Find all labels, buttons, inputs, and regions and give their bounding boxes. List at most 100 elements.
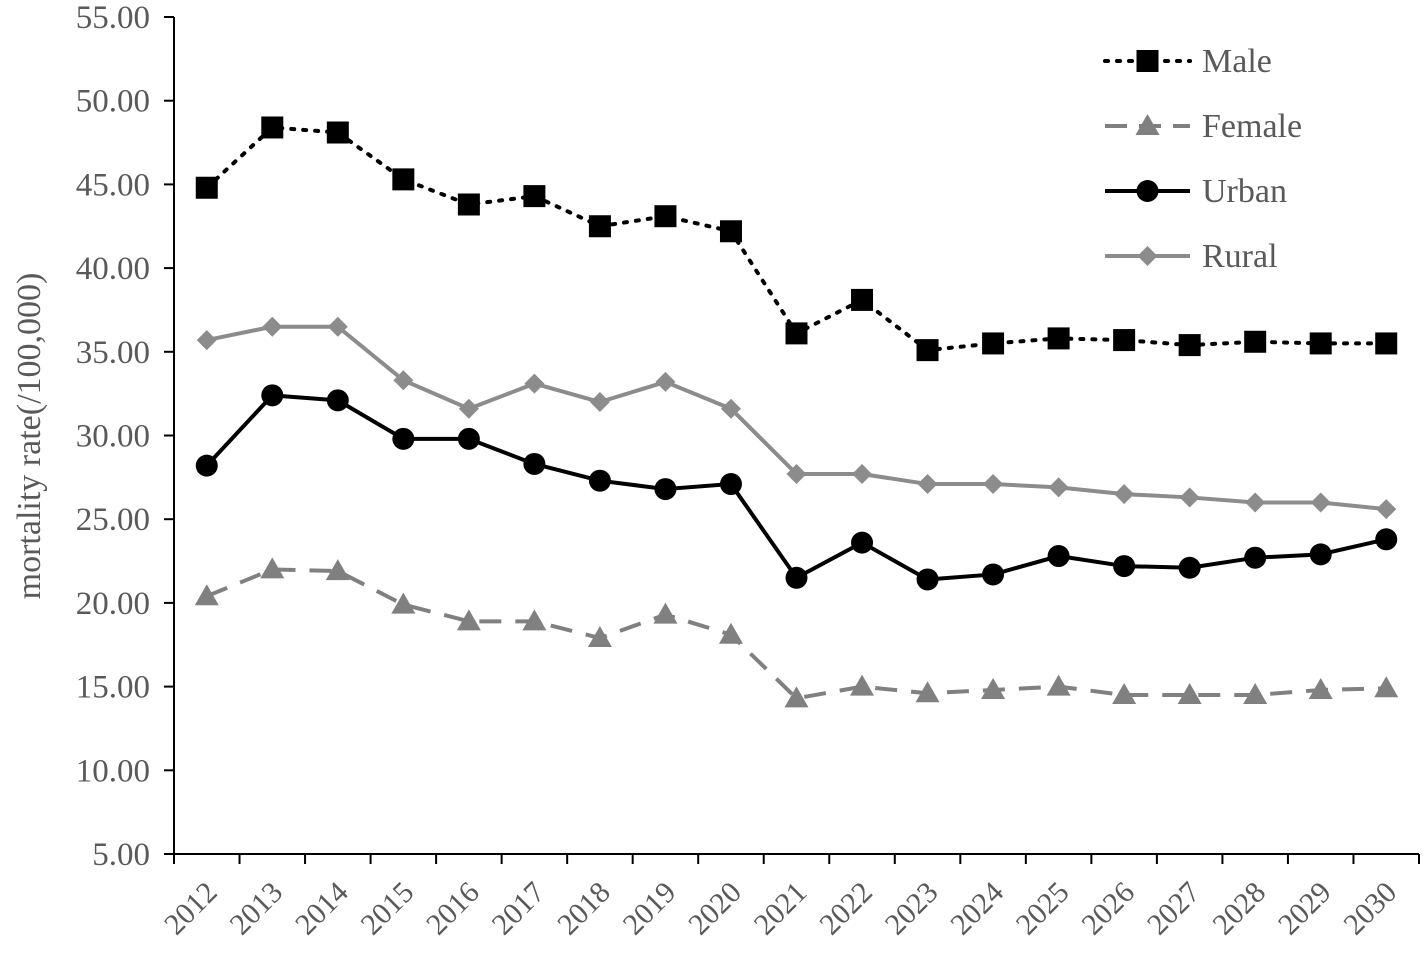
data-point-rural (1245, 492, 1266, 513)
data-point-female (915, 681, 940, 703)
data-point-urban (1047, 545, 1070, 568)
legend-label: Male (1202, 43, 1272, 80)
series-line-urban (205, 393, 1387, 582)
legend-marker (1136, 180, 1159, 202)
data-point-rural (262, 316, 283, 337)
y-tick-label: 5.00 (92, 837, 150, 873)
data-point-male (392, 168, 415, 191)
x-tick-label: 2016 (420, 876, 486, 942)
data-point-urban (719, 473, 742, 496)
data-point-female (1308, 677, 1333, 699)
data-point-rural (655, 371, 676, 392)
y-tick-label: 50.00 (76, 84, 150, 120)
y-tick-label: 30.00 (76, 419, 150, 455)
x-tick-label: 2029 (1272, 876, 1338, 942)
data-point-female (1177, 682, 1202, 704)
x-tick-label: 2027 (1141, 876, 1207, 942)
legend-item-female: Female (1105, 108, 1302, 145)
x-tick-label: 2018 (551, 876, 617, 942)
data-point-female (1374, 676, 1399, 698)
x-tick-label: 2014 (289, 876, 355, 942)
series-female (194, 557, 1399, 708)
y-tick-label: 40.00 (76, 251, 150, 287)
data-point-female (653, 602, 678, 624)
data-point-rural (589, 392, 610, 413)
y-axis: 5.00 10.00 15.00 20.00 25.00 30.00 35.00 40.00 4… (76, 0, 175, 873)
x-tick-label: 2020 (682, 876, 748, 942)
x-tick-label: 2017 (486, 876, 552, 942)
data-point-female (718, 622, 743, 644)
data-point-urban (1113, 555, 1136, 578)
y-tick-label: 15.00 (76, 670, 150, 706)
y-tick-label: 20.00 (76, 586, 150, 622)
legend-label: Urban (1202, 173, 1287, 210)
y-tick-label: 10.00 (76, 753, 150, 789)
data-point-female (522, 609, 547, 631)
x-tick-label: 2028 (1206, 876, 1272, 942)
data-point-male (1047, 327, 1070, 350)
data-point-male (326, 121, 349, 144)
x-tick-label: 2025 (1010, 876, 1076, 942)
legend: Male Female Urban Rural (1103, 43, 1302, 275)
data-point-urban (982, 563, 1005, 586)
legend-marker (1136, 50, 1159, 72)
data-point-rural (196, 330, 217, 351)
data-point-female (456, 609, 481, 631)
data-point-female (981, 677, 1006, 699)
data-point-urban (1244, 546, 1267, 569)
legend-item-urban: Urban (1105, 173, 1287, 210)
data-point-male (785, 322, 808, 345)
legend-marker (1137, 246, 1158, 266)
legend-label: Female (1202, 108, 1302, 145)
x-tick-label: 2024 (944, 876, 1010, 942)
data-point-male (1309, 332, 1332, 355)
data-point-male (588, 215, 611, 238)
x-tick-label: 2013 (223, 876, 289, 942)
data-point-female (325, 559, 350, 581)
data-point-rural (1048, 477, 1069, 498)
data-point-rural (720, 398, 741, 419)
legend-label: Rural (1202, 238, 1278, 275)
x-axis: 2012 2013 2014 2015 2016 2017 2018 2019 2020 2021… (158, 853, 1420, 942)
data-point-male (719, 220, 742, 243)
data-point-female (784, 686, 809, 708)
data-point-urban (851, 531, 874, 554)
data-point-urban (785, 566, 808, 589)
data-point-rural (458, 398, 479, 419)
x-tick-label: 2023 (879, 876, 945, 942)
x-tick-label: 2026 (1075, 876, 1141, 942)
series-urban (195, 384, 1398, 591)
data-point-male (916, 339, 939, 362)
data-point-urban (392, 427, 415, 450)
x-tick-label: 2015 (355, 876, 421, 942)
data-point-female (1046, 674, 1071, 696)
x-tick-label: 2019 (617, 876, 683, 942)
data-point-rural (393, 370, 414, 391)
data-point-male (982, 332, 1005, 355)
data-point-male (1375, 332, 1398, 355)
data-point-rural (524, 373, 545, 394)
data-point-male (1178, 334, 1201, 357)
data-point-female (260, 557, 285, 579)
data-point-urban (1178, 556, 1201, 579)
x-tick-label: 2022 (813, 876, 879, 942)
series-layer (194, 116, 1399, 708)
data-point-urban (1375, 528, 1398, 551)
data-point-female (1112, 682, 1137, 704)
data-point-male (1244, 330, 1267, 353)
legend-item-rural: Rural (1105, 238, 1278, 275)
data-point-rural (786, 464, 807, 485)
data-point-female (391, 592, 416, 614)
data-point-rural (1114, 484, 1135, 505)
data-point-female (850, 674, 875, 696)
data-point-male (523, 185, 546, 208)
data-point-rural (917, 474, 938, 495)
data-point-urban (1309, 543, 1332, 566)
data-point-urban (916, 568, 939, 591)
data-point-female (587, 626, 612, 648)
x-tick-label: 2021 (748, 876, 814, 942)
series-rural (196, 316, 1397, 520)
series-male (195, 116, 1398, 362)
legend-marker (1135, 114, 1160, 135)
